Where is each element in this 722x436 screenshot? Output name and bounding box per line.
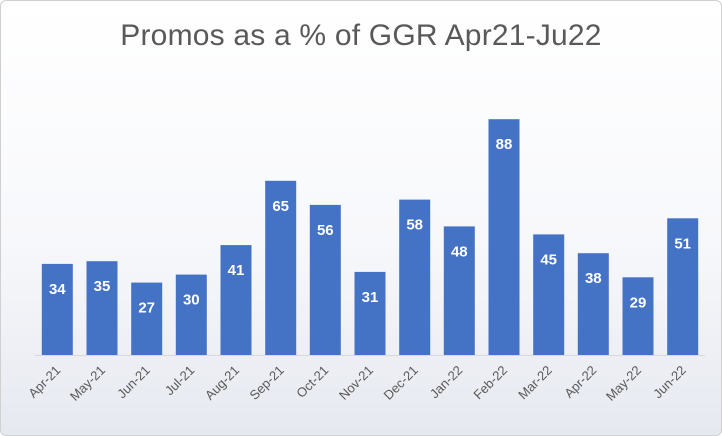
data-label-Apr-21: 34 [49,281,66,298]
data-label-Mar-22: 45 [540,251,557,268]
bar-Jun-21 [131,282,163,355]
data-label-Dec-21: 58 [406,217,423,234]
data-label-Oct-21: 56 [317,222,334,239]
data-label-Aug-21: 41 [228,262,245,279]
data-label-May-21: 35 [94,278,111,295]
bar-Nov-21 [354,271,386,355]
bar-Jan-22 [443,226,475,355]
x-tick-label-Nov-21: Nov-21 [336,363,376,403]
x-tick-label-Sep-21: Sep-21 [247,363,287,403]
bar-Apr-21 [41,263,73,355]
x-tick-label-Feb-22: Feb-22 [470,363,510,403]
bar-May-21 [86,261,118,355]
x-tick-label-May-22: May-22 [603,363,644,404]
bar-Feb-22 [488,119,520,355]
bar-Jul-21 [175,274,207,355]
x-tick-label-Aug-21: Aug-21 [202,363,242,403]
bar-Mar-22 [533,234,565,355]
x-axis-tick-labels: Apr-21 May-21 Jun-21 Jul-21 Aug-21 Sep-21 Oct-… [25,363,689,404]
bars-group [41,119,699,355]
bar-Oct-21 [309,204,341,355]
chart-title: Promos as a % of GGR Apr21-Ju22 [120,19,602,52]
bar-Sep-21 [265,180,297,355]
bar-Apr-22 [577,253,609,355]
data-label-Nov-21: 31 [362,289,379,306]
x-tick-label-Mar-22: Mar-22 [515,363,555,403]
x-tick-label-Jul-21: Jul-21 [162,363,198,399]
data-label-Jun-22: 51 [674,235,691,252]
data-label-Sep-21: 65 [272,198,289,215]
x-tick-label-Dec-21: Dec-21 [381,363,421,403]
bar-Dec-21 [399,199,431,355]
bar-Jun-22 [667,218,699,355]
x-tick-label-Jan-22: Jan-22 [427,363,466,402]
data-label-May-22: 29 [630,294,647,311]
data-label-Jan-22: 48 [451,243,468,260]
data-labels-group: 34 35 27 30 41 65 56 31 58 48 88 45 38 29 51 [49,136,691,316]
x-tick-label-Oct-21: Oct-21 [293,363,331,401]
x-tick-label-Jun-22: Jun-22 [650,363,689,402]
x-tick-label-Apr-21: Apr-21 [25,363,63,401]
x-tick-label-May-21: May-21 [67,363,108,404]
x-tick-label-Apr-22: Apr-22 [561,363,599,401]
bar-Aug-21 [220,245,252,355]
data-label-Feb-22: 88 [496,136,513,153]
bar-May-22 [622,277,654,355]
x-tick-label-Jun-21: Jun-21 [114,363,153,402]
data-label-Jun-21: 27 [138,300,155,317]
data-label-Apr-22: 38 [585,270,602,287]
data-label-Jul-21: 30 [183,292,200,309]
